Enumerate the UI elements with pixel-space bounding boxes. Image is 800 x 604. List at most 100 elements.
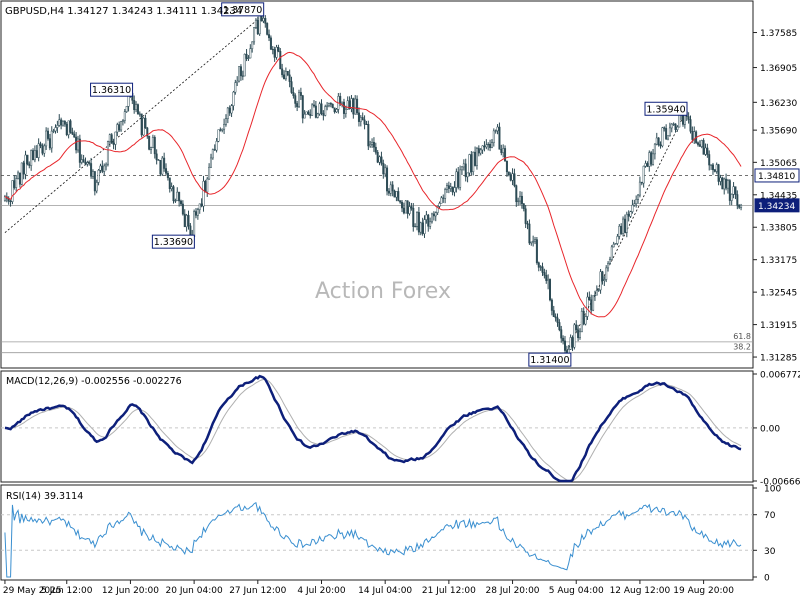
candle-body	[393, 190, 396, 198]
candle-body	[97, 169, 100, 183]
candle-body	[305, 111, 308, 115]
candle-body	[120, 121, 123, 131]
candle-body	[144, 117, 147, 129]
candle-body	[219, 129, 222, 131]
candle-body	[43, 145, 46, 154]
candle-body	[631, 204, 634, 212]
candle-body	[410, 206, 413, 209]
candle-body	[194, 211, 197, 216]
candle-body	[650, 152, 653, 165]
rsi-panel	[0, 484, 754, 581]
price-tick-label: 1.37585	[760, 29, 797, 39]
candle-body	[277, 46, 280, 52]
candle-body	[657, 137, 660, 145]
candle-body	[593, 294, 596, 296]
candle-body	[406, 200, 409, 214]
price-tick-label: 1.36905	[760, 64, 797, 74]
candle-body	[326, 105, 329, 107]
candle-body	[696, 142, 699, 145]
candle-body	[704, 147, 707, 155]
rsi-tick-label: 100	[764, 485, 781, 495]
candle-body	[204, 180, 207, 193]
candle-body	[299, 92, 302, 96]
candle-body	[702, 140, 705, 155]
macd-panel	[0, 370, 754, 483]
candle-body	[372, 141, 375, 148]
candle-body	[348, 100, 351, 110]
candle-body	[209, 157, 212, 168]
candle-body	[700, 140, 703, 147]
candle-body	[466, 172, 469, 178]
candle-body	[62, 121, 65, 126]
candle-body	[288, 74, 291, 82]
candle-body	[140, 113, 143, 136]
candle-body	[275, 46, 278, 58]
candle-body	[475, 148, 478, 166]
candle-body	[706, 147, 709, 155]
price-axis: 1.37585 1.36905 1.36230 1.35690 1.35065 1.344…	[753, 29, 797, 364]
candle-body	[670, 123, 673, 129]
candle-body	[580, 310, 583, 333]
candle-body	[590, 299, 593, 311]
candle-body	[245, 53, 248, 59]
candle-body	[723, 178, 726, 190]
candle-body	[82, 159, 85, 163]
candle-body	[116, 124, 119, 133]
candle-body	[138, 113, 141, 115]
candle-body	[474, 151, 477, 166]
candle-body	[597, 289, 600, 291]
candle-body	[47, 130, 50, 139]
candle-body	[234, 82, 237, 93]
candle-body	[541, 266, 544, 273]
candle-body	[539, 266, 542, 268]
moving-average-line	[4, 51, 742, 318]
candle-body	[24, 154, 27, 175]
price-tick-label: 1.34435	[760, 191, 797, 201]
candle-body	[505, 160, 508, 173]
candle-body	[605, 267, 608, 280]
candle-body	[725, 178, 728, 189]
candle-body	[211, 149, 214, 159]
candle-body	[477, 148, 480, 154]
candle-body	[661, 127, 664, 147]
candle-body	[262, 18, 265, 22]
swing-price-box	[151, 234, 195, 249]
candle-body	[251, 41, 254, 49]
candle-body	[492, 130, 495, 143]
candle-body	[155, 153, 158, 161]
candle-body	[534, 239, 537, 242]
candle-body	[640, 181, 643, 184]
candle-body	[294, 95, 297, 104]
candle-body	[558, 322, 561, 330]
candle-body	[133, 100, 136, 110]
time-tick-label: 28 Jul 20:00	[486, 586, 540, 596]
candle-body	[502, 148, 505, 153]
candle-body	[423, 219, 426, 234]
swing-price-box	[644, 101, 688, 116]
candle-body	[395, 191, 398, 198]
candle-body	[226, 107, 229, 119]
candle-body	[239, 66, 242, 77]
candle-body	[181, 203, 184, 215]
candle-body	[577, 329, 580, 339]
candle-body	[15, 178, 18, 188]
candle-body	[230, 105, 233, 114]
candle-body	[429, 221, 432, 227]
candle-body	[691, 131, 694, 140]
candle-body	[618, 225, 621, 237]
candle-body	[653, 143, 656, 155]
candle-body	[402, 207, 405, 214]
price-tick-label: 1.35065	[760, 159, 797, 169]
candle-body	[95, 182, 98, 192]
candle-body	[311, 104, 314, 116]
candle-body	[442, 197, 445, 199]
candle-body	[30, 150, 33, 166]
price-tick-label: 1.35690	[760, 127, 797, 137]
candle-body	[575, 324, 578, 331]
candle-body	[172, 186, 175, 202]
candle-body	[357, 112, 360, 122]
candle-body	[303, 113, 306, 119]
macd-axis: 0.006772 0.00 -0.006667	[1, 371, 800, 488]
trendline	[566, 117, 684, 352]
